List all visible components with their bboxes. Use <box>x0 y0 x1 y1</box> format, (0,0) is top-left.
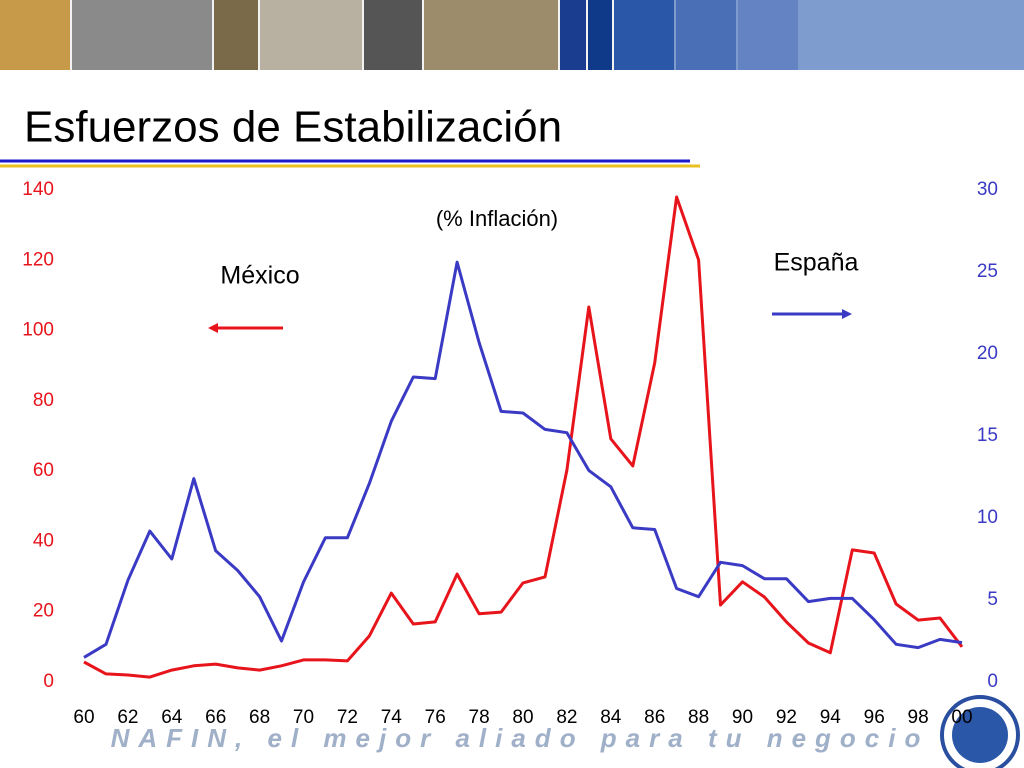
x-tick-label: 60 <box>73 707 94 728</box>
annotation: México <box>220 262 299 290</box>
x-tick-label: 70 <box>293 707 314 728</box>
x-tick-label: 66 <box>205 707 226 728</box>
x-tick-label: 88 <box>688 707 709 728</box>
x-tick-label: 00 <box>951 707 972 728</box>
annotation: España <box>774 249 859 277</box>
y2-tick-label: 0 <box>987 671 998 692</box>
x-tick-label: 92 <box>776 707 797 728</box>
x-tick-label: 68 <box>249 707 270 728</box>
x-tick-label: 82 <box>556 707 577 728</box>
y-tick-label: 140 <box>22 179 54 200</box>
y-tick-label: 40 <box>33 530 54 551</box>
x-tick-label: 74 <box>381 707 403 728</box>
header-banner <box>0 0 1024 70</box>
y-tick-label: 0 <box>43 671 54 692</box>
y-tick-label: 100 <box>22 320 54 341</box>
footer-slogan: NAFIN, el mejor aliado para tu negocio <box>111 723 930 753</box>
y2-tick-label: 25 <box>977 261 998 282</box>
x-tick-label: 78 <box>469 707 490 728</box>
arrow-left <box>208 323 283 333</box>
series-line <box>83 260 963 659</box>
x-tick-label: 80 <box>512 707 533 728</box>
x-tick-label: 72 <box>337 707 358 728</box>
chart-title: Esfuerzos de Estabilización <box>24 103 562 152</box>
x-tick-label: 90 <box>732 707 753 728</box>
x-tick-label: 86 <box>644 707 665 728</box>
x-tick-label: 94 <box>820 707 842 728</box>
x-tick-label: 76 <box>425 707 446 728</box>
y-tick-label: 120 <box>22 249 54 270</box>
y2-tick-label: 5 <box>987 589 998 610</box>
y2-tick-label: 20 <box>977 343 998 364</box>
x-tick-label: 84 <box>600 707 622 728</box>
logo <box>940 695 1020 768</box>
y-tick-label: 20 <box>33 601 54 622</box>
y-tick-label: 60 <box>33 460 54 481</box>
arrow-right <box>772 309 852 319</box>
x-tick-label: 98 <box>908 707 929 728</box>
y-tick-label: 80 <box>33 390 54 411</box>
chart-subtitle: (% Inflación) <box>436 206 558 231</box>
x-tick-label: 96 <box>864 707 885 728</box>
y2-tick-label: 30 <box>977 179 998 200</box>
x-tick-label: 64 <box>161 707 183 728</box>
series-line <box>83 195 964 679</box>
x-tick-label: 62 <box>117 707 138 728</box>
y2-tick-label: 10 <box>977 507 998 528</box>
y2-tick-label: 15 <box>977 425 998 446</box>
